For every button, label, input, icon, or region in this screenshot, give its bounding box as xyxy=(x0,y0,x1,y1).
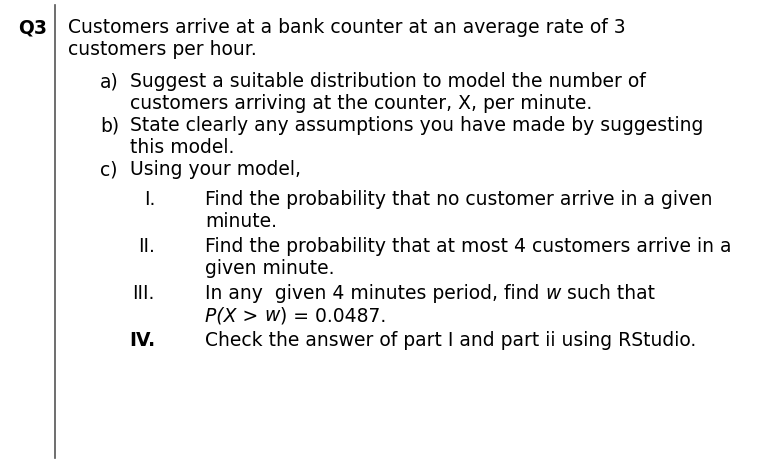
Text: IV.: IV. xyxy=(129,331,155,350)
Text: Suggest a suitable distribution to model the number of: Suggest a suitable distribution to model… xyxy=(130,72,646,91)
Text: given minute.: given minute. xyxy=(205,259,334,278)
Text: customers arriving at the counter, X, per minute.: customers arriving at the counter, X, pe… xyxy=(130,94,592,113)
Text: Find the probability that no customer arrive in a given: Find the probability that no customer ar… xyxy=(205,190,713,209)
Text: c): c) xyxy=(100,160,117,179)
Text: this model.: this model. xyxy=(130,138,235,157)
Text: Customers arrive at a bank counter at an average rate of 3: Customers arrive at a bank counter at an… xyxy=(68,18,626,37)
Text: III.: III. xyxy=(133,284,155,303)
Text: P(X >: P(X > xyxy=(205,306,265,325)
Text: I.: I. xyxy=(143,190,155,209)
Text: a): a) xyxy=(100,72,119,91)
Text: II.: II. xyxy=(138,237,155,256)
Text: Using your model,: Using your model, xyxy=(130,160,301,179)
Text: Q3: Q3 xyxy=(18,18,47,37)
Text: State clearly any assumptions you have made by suggesting: State clearly any assumptions you have m… xyxy=(130,116,703,135)
Text: customers per hour.: customers per hour. xyxy=(68,40,257,59)
Text: In any  given 4 minutes period, find: In any given 4 minutes period, find xyxy=(205,284,545,303)
Text: w: w xyxy=(265,306,280,325)
Text: Check the answer of part I and part ii using RStudio.: Check the answer of part I and part ii u… xyxy=(205,331,696,350)
Text: b): b) xyxy=(100,116,119,135)
Text: ) = 0.0487.: ) = 0.0487. xyxy=(280,306,386,325)
Text: such that: such that xyxy=(561,284,655,303)
Text: minute.: minute. xyxy=(205,212,277,231)
Text: Find the probability that at most 4 customers arrive in a: Find the probability that at most 4 cust… xyxy=(205,237,732,256)
Text: w: w xyxy=(545,284,561,303)
